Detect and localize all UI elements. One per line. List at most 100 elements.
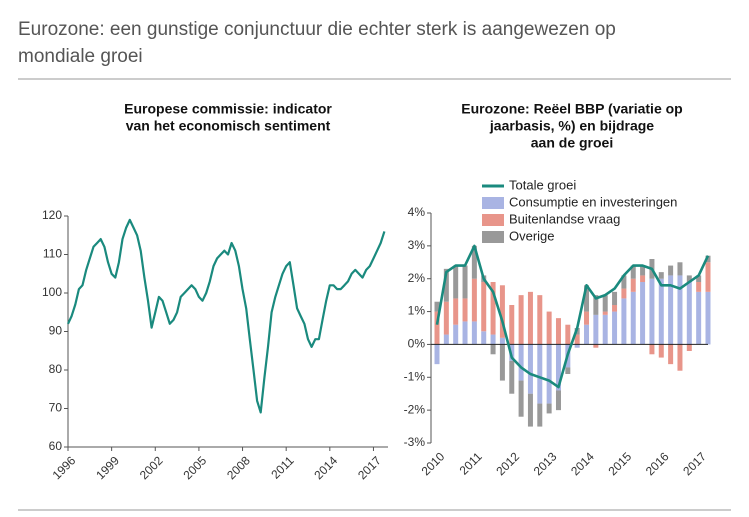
bar — [443, 301, 449, 335]
chart-title: Eurozone: Reëel BBP (variatie op — [461, 101, 682, 117]
x-tick-label: 2014 — [311, 453, 340, 482]
bar — [443, 334, 449, 345]
bar — [518, 344, 524, 381]
bar — [537, 403, 543, 427]
bar — [696, 275, 702, 282]
bar — [696, 291, 702, 345]
bar — [537, 344, 543, 404]
bar — [584, 311, 590, 325]
bar — [696, 282, 702, 292]
bar — [434, 301, 440, 312]
legend-label: Buitenlandse vraag — [509, 211, 620, 226]
bar — [658, 272, 664, 279]
bar — [434, 311, 440, 345]
bar — [612, 305, 618, 312]
bar — [490, 344, 496, 355]
bar — [602, 295, 608, 312]
sentiment-line — [67, 218, 386, 414]
legend-label: Overige — [509, 228, 555, 243]
page-title: Eurozone: een gunstige conjunctuur die e… — [18, 19, 616, 40]
bar — [584, 285, 590, 312]
page-title: mondiale groei — [18, 46, 143, 67]
bar — [518, 380, 524, 417]
bar — [677, 344, 683, 371]
bar — [640, 265, 646, 276]
x-tick-label: 2008 — [224, 453, 253, 482]
bar — [593, 314, 599, 345]
legend-label: Totale groei — [509, 177, 576, 192]
growth-line — [435, 244, 710, 389]
bar — [640, 282, 646, 345]
bar — [555, 318, 561, 345]
y-tick-label: 1% — [408, 304, 426, 318]
legend-swatch — [482, 231, 504, 243]
chart-title: aan de groei — [531, 135, 613, 151]
chart-title: jaarbasis, %) en bijdrage — [489, 118, 654, 134]
x-tick-label: 1999 — [93, 453, 122, 482]
x-tick-label: 2015 — [605, 449, 634, 478]
bar — [555, 344, 561, 391]
bar — [462, 265, 468, 299]
bar — [481, 282, 487, 332]
legend-swatch — [482, 197, 504, 209]
bar — [527, 344, 533, 394]
bar — [612, 291, 618, 305]
bar — [555, 390, 561, 411]
y-tick-label: 110 — [43, 247, 62, 261]
y-tick-label: -3% — [404, 435, 426, 449]
bar — [527, 291, 533, 345]
bar — [649, 278, 655, 345]
x-tick-label: 2011 — [268, 453, 296, 481]
bar — [705, 255, 711, 263]
y-tick-label: -1% — [404, 369, 426, 383]
bar — [630, 265, 636, 279]
bar — [565, 367, 571, 374]
legend-label: Consumptie en investeringen — [509, 194, 677, 209]
bar — [509, 305, 515, 345]
bar — [537, 295, 543, 345]
bar — [612, 311, 618, 345]
bar — [658, 344, 664, 358]
bar — [518, 295, 524, 345]
x-tick-label: 2017 — [680, 449, 709, 478]
bar — [546, 311, 552, 345]
bar — [649, 344, 655, 355]
bar — [630, 278, 636, 292]
y-tick-label: 80 — [49, 362, 63, 376]
bar — [677, 262, 683, 276]
bar — [584, 324, 590, 345]
legend-swatch — [482, 214, 504, 226]
bar — [677, 275, 683, 345]
bar — [481, 331, 487, 345]
bar — [593, 344, 599, 348]
bar — [658, 278, 664, 345]
bar — [471, 278, 477, 322]
bar — [443, 268, 449, 302]
y-tick-label: 120 — [42, 208, 62, 222]
bar — [509, 360, 515, 394]
y-tick-label: 70 — [49, 401, 63, 415]
y-tick-label: 4% — [408, 205, 426, 219]
bar — [705, 262, 711, 292]
x-tick-label: 2017 — [355, 453, 384, 482]
x-tick-label: 2002 — [137, 453, 166, 482]
x-tick-label: 2010 — [419, 449, 448, 478]
bar — [602, 311, 608, 315]
x-tick-label: 2013 — [531, 449, 560, 478]
x-tick-label: 2014 — [568, 449, 597, 478]
bar — [574, 344, 580, 348]
bar — [565, 324, 571, 345]
bar — [546, 344, 552, 404]
x-tick-label: 2011 — [457, 449, 485, 477]
bar — [453, 298, 459, 325]
bar — [640, 275, 646, 282]
bar — [546, 403, 552, 414]
bar — [593, 295, 599, 315]
x-tick-label: 2012 — [493, 449, 522, 478]
bar — [453, 324, 459, 345]
y-tick-label: 100 — [42, 285, 62, 299]
bar — [574, 334, 580, 345]
bar — [434, 344, 440, 365]
bar — [686, 344, 692, 351]
